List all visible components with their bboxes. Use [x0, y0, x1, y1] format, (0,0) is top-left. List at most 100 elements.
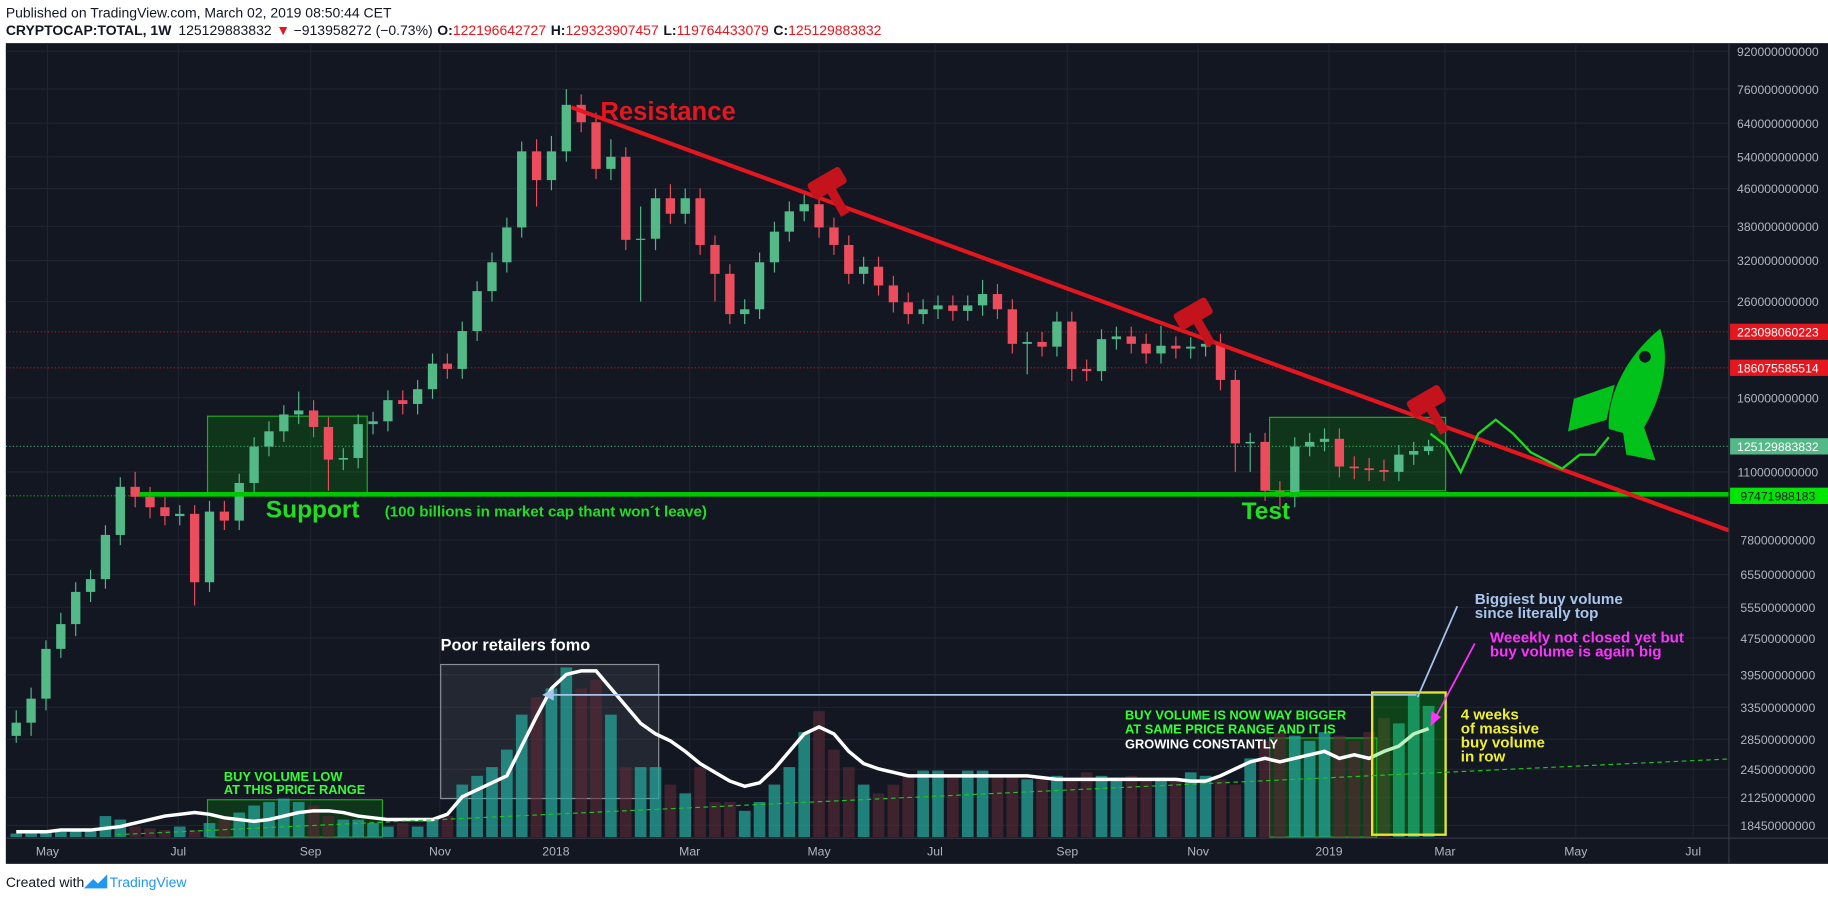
volume-bar [382, 826, 394, 838]
candle-body [41, 648, 51, 699]
volume-bar [1288, 735, 1301, 838]
volume-bar [1199, 775, 1212, 838]
low-volume-label: AT THIS PRICE RANGE [224, 782, 366, 797]
weekly-pointer [1433, 643, 1476, 721]
candle-body [368, 421, 378, 425]
candle-body [189, 513, 200, 583]
y-tick-label: 24500000000 [1740, 763, 1815, 777]
candle-body [1022, 341, 1032, 344]
y-tick-label: 920000000000 [1737, 45, 1819, 59]
candle-body [1171, 345, 1181, 349]
candle-body [635, 238, 646, 240]
candle-body [1245, 441, 1255, 444]
gavel-icon [807, 167, 850, 217]
candle-body [130, 486, 140, 497]
volume-bar [233, 812, 246, 838]
volume-bar [1155, 779, 1167, 838]
volume-bar [664, 784, 677, 838]
volume-bar [426, 819, 439, 838]
candle-body [933, 305, 943, 310]
change-arrow: ▼ [276, 22, 290, 38]
candle-body [294, 410, 304, 415]
volume-bar [84, 830, 97, 838]
published-line: Published on TradingView.com, March 02, … [6, 4, 392, 20]
candle-body [977, 294, 988, 306]
candle-body [531, 151, 542, 181]
volume-bar [1274, 732, 1286, 838]
y-tick-label: 540000000000 [1737, 150, 1819, 164]
candle-body [412, 389, 423, 404]
candle-body [1394, 454, 1404, 472]
volume-bar [337, 819, 350, 838]
biggest-label: since literally top [1475, 605, 1599, 622]
x-tick-label: Sep [300, 845, 322, 859]
y-tick-label: 320000000000 [1737, 254, 1819, 268]
x-tick-label: May [1564, 845, 1588, 859]
brand-logo [83, 874, 108, 889]
volume-bar [560, 667, 573, 838]
low-label: L: [663, 22, 676, 38]
arrow-head [1430, 711, 1441, 727]
y-tick-label: 760000000000 [1737, 83, 1819, 97]
candle-body [353, 424, 363, 458]
candle-body [873, 266, 884, 286]
candle-body [561, 104, 571, 152]
volume-bar [857, 784, 870, 838]
volume-bar [842, 767, 855, 838]
candle-body [695, 198, 705, 245]
four-weeks-label: buy volume [1461, 734, 1545, 751]
volume-bar [367, 823, 379, 838]
x-tick-label: May [36, 845, 60, 859]
y-tick-label: 47500000000 [1740, 632, 1815, 646]
bigger-volume-label: GROWING CONSTANTLY [1125, 736, 1278, 751]
volume-bar [1184, 772, 1197, 838]
gavel-handle [1193, 318, 1216, 348]
candle-body [650, 198, 661, 239]
volume-bar [694, 767, 706, 838]
volume-bar [69, 830, 82, 838]
created-with: Created with [6, 874, 84, 890]
volume-bar [1303, 740, 1316, 838]
x-tick-label: Jul [927, 845, 943, 859]
close-label: C: [773, 22, 788, 38]
volume-bar [709, 802, 721, 838]
candle-body [903, 302, 913, 315]
price-label-box [1730, 359, 1828, 376]
candle-body [784, 211, 794, 232]
y-tick-label: 18450000000 [1740, 819, 1815, 833]
volume-bar [605, 714, 617, 838]
resistance-label: Resistance [600, 98, 735, 126]
candle-body [279, 414, 289, 432]
candle-body [1349, 466, 1359, 469]
candle-body [888, 285, 899, 303]
volume-bar [1170, 779, 1182, 838]
candle-body [100, 534, 111, 580]
y-tick-label: 160000000000 [1737, 391, 1819, 405]
volume-bar [129, 826, 142, 838]
candle-body [710, 244, 720, 274]
volume-bar [173, 826, 186, 838]
candle-body [56, 624, 66, 649]
x-tick-label: Jul [1685, 845, 1701, 859]
candle-body [1334, 438, 1345, 467]
rocket-fin [1568, 384, 1615, 432]
volume-bar [768, 784, 781, 838]
gavel-handle [1426, 405, 1449, 435]
y-tick-label: 55500000000 [1740, 601, 1815, 615]
candle-body [264, 431, 274, 447]
candle-body [1290, 446, 1300, 497]
candle-body [1126, 336, 1136, 344]
volume-bar [1095, 775, 1108, 838]
volume-bar [887, 784, 900, 838]
candle-body [338, 457, 348, 460]
candle-body [1186, 346, 1196, 349]
candle-body [1156, 345, 1166, 354]
candle-body [606, 156, 616, 169]
biggest-pointer [1416, 605, 1459, 698]
candle-body [725, 273, 735, 315]
volume-bar [575, 688, 588, 838]
volume-bar [590, 679, 602, 838]
volume-bar [188, 830, 201, 838]
last-price: 125129883832 [178, 22, 271, 38]
candle-body [1260, 441, 1270, 491]
